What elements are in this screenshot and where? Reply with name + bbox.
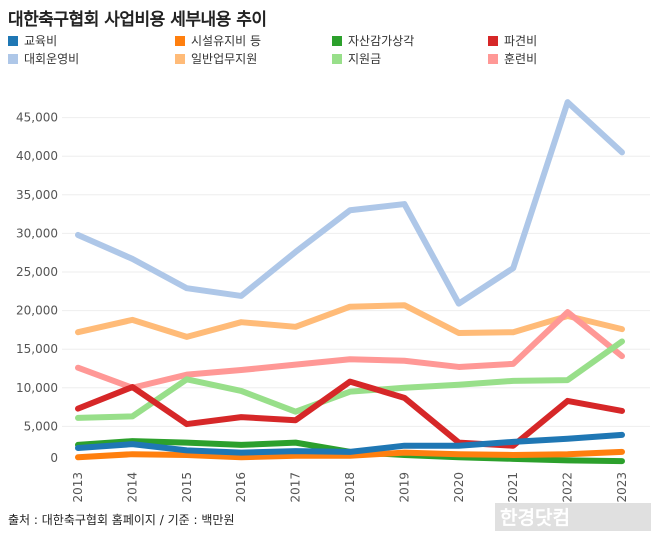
x-tick-label: 2018 — [343, 472, 357, 503]
x-tick-label: 2017 — [289, 472, 303, 503]
legend-item: 일반업무지원 — [175, 50, 257, 67]
legend-swatch — [488, 35, 498, 46]
x-tick-label: 2016 — [234, 472, 248, 503]
legend-item: 대회운영비 — [8, 50, 79, 67]
series-line-대회운영비 — [75, 99, 625, 307]
y-tick-label: 10,000 — [16, 381, 58, 395]
x-tick-label: 2020 — [452, 472, 466, 503]
watermark-box — [495, 503, 651, 531]
legend-item: 파견비 — [488, 32, 537, 49]
x-tick-label: 2015 — [180, 472, 194, 503]
legend-swatch — [175, 35, 185, 46]
legend-swatch — [175, 53, 185, 64]
legend-label: 일반업무지원 — [191, 52, 258, 66]
y-tick-label: 25,000 — [16, 265, 58, 279]
legend-item: 지원금 — [332, 50, 381, 67]
y-tick-label: 5,000 — [24, 419, 58, 433]
legend-item: 훈련비 — [488, 50, 537, 67]
legend-swatch — [332, 53, 342, 64]
x-tick-label: 2014 — [125, 472, 139, 503]
y-tick-label: 15,000 — [16, 342, 58, 356]
chart-title: 대한축구협회 사업비용 세부내용 추이 — [8, 10, 267, 30]
y-tick-label: 35,000 — [16, 188, 58, 202]
legend-label: 자산감가상각 — [348, 34, 415, 48]
legend-item: 교육비 — [8, 32, 57, 49]
legend-swatch — [488, 53, 498, 64]
legend-item: 시설유지비 등 — [175, 32, 261, 49]
legend-label: 파견비 — [504, 34, 538, 48]
x-tick-label: 2013 — [71, 472, 85, 503]
y-tick-label: 20,000 — [16, 304, 58, 318]
legend-swatch — [8, 35, 18, 46]
x-tick-label: 2023 — [615, 472, 629, 503]
legend-item: 자산감가상각 — [332, 32, 414, 49]
watermark-logo: 한경닷컴 — [500, 507, 570, 529]
series-line-일반업무지원 — [75, 302, 625, 340]
legend-swatch — [8, 53, 18, 64]
y-tick-label: 45,000 — [16, 111, 58, 125]
y-tick-label: 30,000 — [16, 226, 58, 240]
legend-swatch — [332, 35, 342, 46]
y-tick-label: 0 — [50, 451, 58, 465]
legend-label: 지원금 — [348, 52, 382, 66]
legend-label: 교육비 — [24, 34, 58, 48]
legend-label: 훈련비 — [504, 52, 538, 66]
source-note: 출처 : 대한축구협회 홈페이지 / 기준 : 백만원 — [8, 513, 235, 527]
x-tick-label: 2022 — [561, 472, 575, 503]
y-tick-label: 40,000 — [16, 149, 58, 163]
legend-label: 시설유지비 등 — [191, 34, 262, 48]
legend-label: 대회운영비 — [24, 52, 80, 66]
x-tick-label: 2021 — [506, 472, 520, 503]
x-tick-label: 2019 — [397, 472, 411, 503]
